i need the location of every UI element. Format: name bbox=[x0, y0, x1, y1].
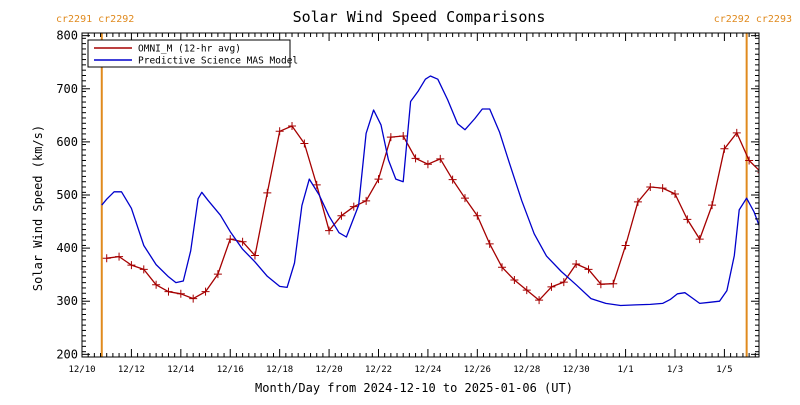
x-tick-label: 1/5 bbox=[716, 365, 732, 375]
data-point-marker bbox=[275, 127, 284, 136]
x-tick-label: 12/10 bbox=[68, 365, 95, 375]
data-point-marker bbox=[337, 211, 346, 220]
data-point-marker bbox=[411, 154, 420, 163]
plot-frame bbox=[81, 32, 760, 358]
x-tick-label: 12/26 bbox=[464, 365, 491, 375]
data-point-marker bbox=[189, 294, 198, 303]
data-point-marker bbox=[596, 280, 605, 289]
y-tick-label: 700 bbox=[56, 82, 78, 96]
series-group bbox=[101, 75, 778, 307]
data-point-marker bbox=[683, 215, 692, 224]
data-point-marker bbox=[226, 235, 235, 244]
data-point-marker bbox=[510, 275, 519, 284]
data-point-marker bbox=[670, 189, 679, 198]
carrington-label-left: cr2291 cr2292 bbox=[56, 14, 134, 25]
x-tick-label: 12/12 bbox=[118, 365, 145, 375]
x-tick-label: 12/30 bbox=[563, 365, 590, 375]
y-tick-label: 200 bbox=[56, 347, 78, 361]
legend-label-2: Predictive Science MAS Model bbox=[138, 56, 298, 67]
data-point-marker bbox=[448, 175, 457, 184]
data-point-marker bbox=[362, 196, 371, 205]
data-point-marker bbox=[609, 279, 618, 288]
data-point-marker bbox=[386, 133, 395, 142]
legend-box bbox=[87, 39, 291, 68]
data-point-marker bbox=[325, 226, 334, 235]
data-point-marker bbox=[522, 286, 531, 295]
data-point-marker bbox=[646, 183, 655, 192]
data-point-marker bbox=[152, 280, 161, 289]
data-point-marker bbox=[745, 156, 754, 165]
data-point-marker bbox=[115, 252, 124, 261]
data-point-marker bbox=[436, 154, 445, 163]
x-tick-label: 12/22 bbox=[365, 365, 392, 375]
data-point-marker bbox=[263, 188, 272, 197]
x-tick-label: 12/24 bbox=[414, 365, 441, 375]
data-point-marker bbox=[708, 201, 717, 210]
data-point-marker bbox=[139, 265, 148, 274]
data-point-marker bbox=[300, 139, 309, 148]
data-point-marker bbox=[164, 287, 173, 296]
series-line-2 bbox=[101, 75, 759, 307]
x-tick-label: 1/3 bbox=[667, 365, 683, 375]
y-tick-label: 500 bbox=[56, 188, 78, 202]
data-point-marker bbox=[584, 265, 593, 274]
data-point-marker bbox=[399, 132, 408, 141]
x-tick-label: 12/14 bbox=[167, 365, 194, 375]
y-tick-label: 300 bbox=[56, 294, 78, 308]
data-point-marker bbox=[250, 251, 259, 260]
y-axis-label: Solar Wind Speed (km/s) bbox=[31, 125, 45, 291]
x-tick-label: 12/16 bbox=[217, 365, 244, 375]
x-tick-label: 12/28 bbox=[513, 365, 540, 375]
carrington-label-right: cr2292 cr2293 bbox=[714, 14, 792, 25]
data-point-marker bbox=[238, 237, 247, 246]
data-point-marker bbox=[473, 211, 482, 220]
data-point-marker bbox=[374, 175, 383, 184]
x-tick-label: 12/18 bbox=[266, 365, 293, 375]
data-point-marker bbox=[460, 194, 469, 203]
x-axis-label: Month/Day from 2024-12-10 to 2025-01-06 … bbox=[255, 381, 573, 395]
y-tick-label: 600 bbox=[56, 135, 78, 149]
data-point-marker bbox=[732, 128, 741, 137]
legend: OMNI_M (12-hr avg)Predictive Science MAS… bbox=[87, 39, 298, 68]
data-point-marker bbox=[288, 121, 297, 130]
data-point-marker bbox=[102, 254, 111, 263]
legend-label-1: OMNI_M (12-hr avg) bbox=[138, 44, 241, 55]
data-point-marker bbox=[720, 144, 729, 153]
x-tick-label: 1/1 bbox=[617, 365, 633, 375]
data-point-marker bbox=[485, 239, 494, 248]
data-point-marker bbox=[695, 235, 704, 244]
data-point-marker bbox=[312, 180, 321, 189]
data-point-marker bbox=[535, 296, 544, 305]
data-point-marker bbox=[572, 260, 581, 269]
series-line-1 bbox=[106, 125, 759, 301]
data-point-marker bbox=[559, 278, 568, 287]
data-point-marker bbox=[770, 166, 778, 174]
chart-title: Solar Wind Speed Comparisons bbox=[293, 8, 546, 26]
plot-area: 200 300 400 500 600 700 800 12/10 12/12 12/14 12/1… bbox=[56, 29, 778, 375]
y-tick-label: 800 bbox=[56, 29, 78, 43]
data-point-marker bbox=[498, 263, 507, 272]
data-point-marker bbox=[633, 197, 642, 206]
data-point-marker bbox=[621, 241, 630, 250]
data-point-marker bbox=[176, 289, 185, 298]
data-point-marker bbox=[658, 184, 667, 193]
data-point-marker bbox=[349, 202, 358, 211]
data-point-marker bbox=[127, 261, 136, 270]
data-point-marker bbox=[213, 270, 222, 279]
data-point-marker bbox=[201, 287, 210, 296]
data-point-marker bbox=[547, 282, 556, 291]
x-tick-label: 12/20 bbox=[316, 365, 343, 375]
data-point-marker bbox=[423, 160, 432, 169]
y-tick-label: 400 bbox=[56, 241, 78, 255]
